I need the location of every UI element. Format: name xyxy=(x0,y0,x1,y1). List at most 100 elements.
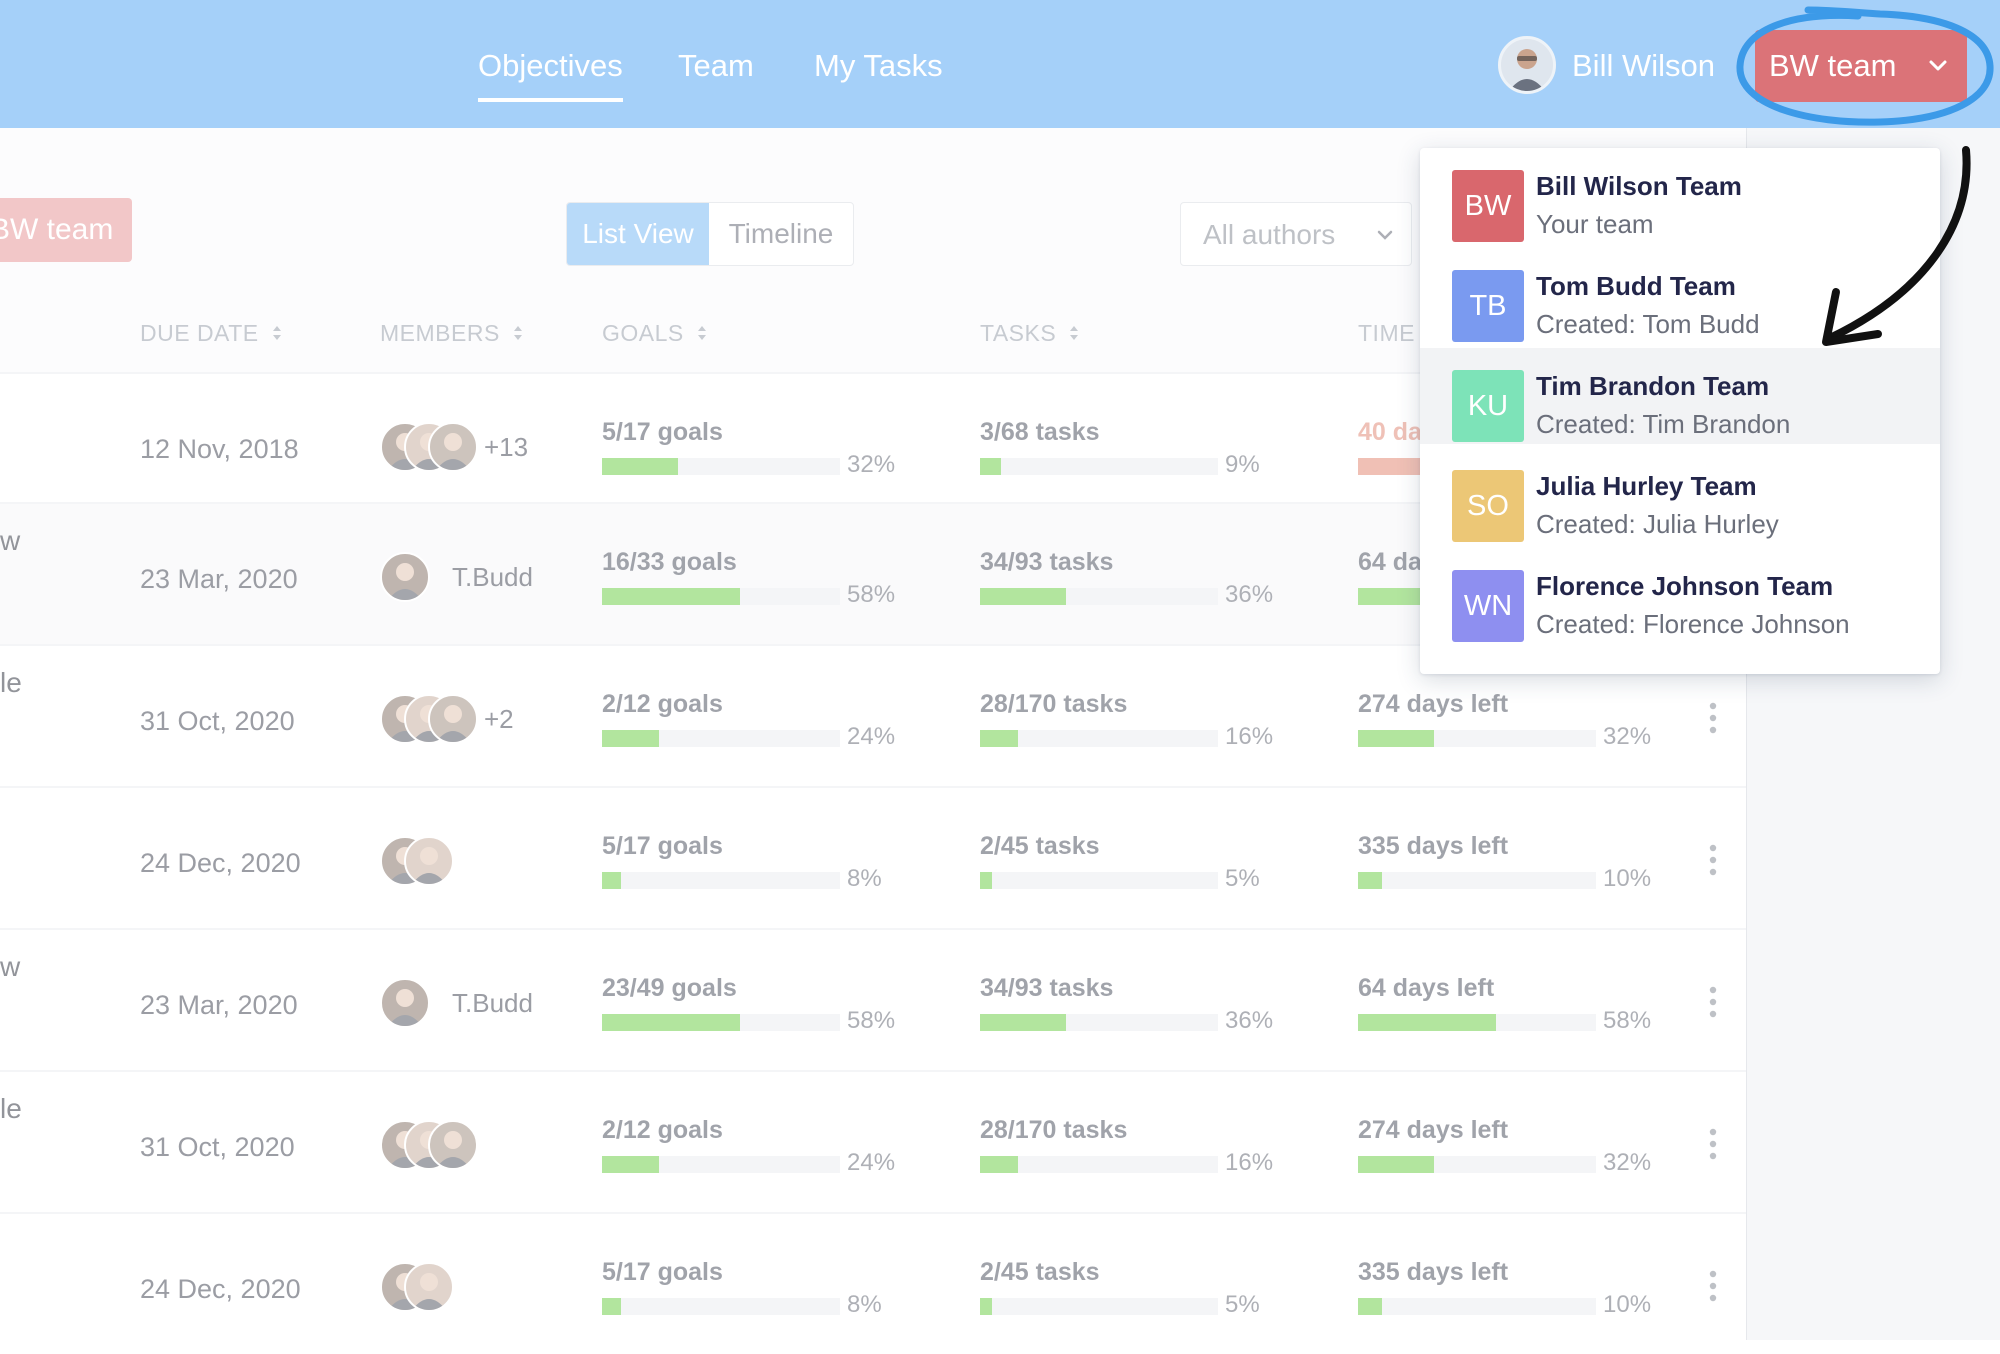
tasks-progress-percent: 5% xyxy=(1225,1291,1260,1318)
team-filter-pill[interactable]: BW team xyxy=(0,198,132,262)
timeline-view-button[interactable]: Timeline xyxy=(728,218,834,249)
column-header-label: MEMBERS xyxy=(380,320,500,346)
team-switcher-button[interactable]: BW team xyxy=(1755,30,1967,102)
progress-fill xyxy=(980,458,1002,475)
team-option[interactable]: TB Tom Budd Team Created: Tom Budd xyxy=(1420,248,1940,344)
progress-track xyxy=(602,458,840,475)
column-header-goals[interactable]: GOALS xyxy=(602,318,708,348)
table-row[interactable]: 24 Dec, 2020 5/17 goals 8% 2/45 tasks 5% 335 … xyxy=(0,1212,1746,1354)
person-photo-icon xyxy=(436,705,470,742)
goals-progress: 5/17 goals 8% xyxy=(602,1256,902,1326)
team-name: Florence Johnson Team xyxy=(1536,571,1834,601)
due-date: 12 Nov, 2018 xyxy=(140,434,299,464)
chevron-down-icon xyxy=(1377,230,1393,240)
progress-track xyxy=(980,872,1218,889)
column-header-tasks[interactable]: TASKS xyxy=(980,318,1080,348)
team-initials-badge: BW xyxy=(1452,170,1524,242)
vertical-dots-icon xyxy=(1709,1128,1717,1160)
vertical-dots-icon xyxy=(1709,702,1717,734)
tasks-progress-percent: 5% xyxy=(1225,865,1260,892)
goals-progress-percent: 24% xyxy=(847,723,896,750)
column-header-time[interactable]: TIME xyxy=(1358,318,1415,348)
progress-track xyxy=(602,1014,840,1031)
table-row[interactable]: 24 Dec, 2020 5/17 goals 8% 2/45 tasks 5% 335 … xyxy=(0,786,1746,928)
progress-track xyxy=(602,588,840,605)
team-option[interactable]: KU Tim Brandon Team Created: Tim Brandon xyxy=(1420,348,1940,444)
column-header-due-date[interactable]: DUE DATE xyxy=(140,318,283,348)
goals-progress-label: 5/17 goals xyxy=(602,418,723,446)
tasks-progress-label: 2/45 tasks xyxy=(980,832,1100,860)
progress-fill xyxy=(980,872,992,889)
person-photo-icon xyxy=(436,433,470,470)
row-menu-button[interactable] xyxy=(1704,1126,1722,1162)
tasks-progress-percent: 9% xyxy=(1225,451,1260,478)
progress-track xyxy=(980,588,1218,605)
progress-fill xyxy=(980,730,1019,747)
table-row[interactable]: w 23 Mar, 2020 T.Budd 23/49 goals 58% 34/93 t… xyxy=(0,928,1746,1070)
row-menu-button[interactable] xyxy=(1704,984,1722,1020)
team-option[interactable]: WN Florence Johnson Team Created: Florence… xyxy=(1420,548,1940,644)
list-view-button[interactable]: List View xyxy=(567,203,709,265)
due-date: 23 Mar, 2020 xyxy=(140,990,298,1020)
members-more-count: +13 xyxy=(484,432,529,462)
tasks-progress: 34/93 tasks 36% xyxy=(980,972,1280,1042)
tab-my-tasks[interactable]: My Tasks xyxy=(814,48,943,83)
tab-objectives[interactable]: Objectives xyxy=(478,46,623,102)
user-avatar[interactable] xyxy=(1498,36,1556,94)
view-toggle: List View Timeline xyxy=(566,202,854,266)
progress-fill xyxy=(1358,458,1435,475)
team-subtitle: Created: Florence Johnson xyxy=(1536,609,1850,639)
progress-fill xyxy=(602,1298,622,1315)
progress-fill xyxy=(980,1014,1066,1031)
progress-track xyxy=(1358,730,1596,747)
progress-track xyxy=(602,1298,840,1315)
time-progress: 64 days left 58% xyxy=(1358,972,1658,1042)
sort-icon xyxy=(1070,326,1079,340)
goals-progress: 5/17 goals 8% xyxy=(602,830,902,900)
time-progress-percent: 58% xyxy=(1603,1007,1652,1034)
top-navigation-bar: Objectives Team My Tasks Bill Wilson BW … xyxy=(0,0,2000,128)
user-name[interactable]: Bill Wilson xyxy=(1572,48,1715,83)
sort-icon xyxy=(697,326,706,340)
progress-track xyxy=(602,730,840,747)
team-initials-badge: WN xyxy=(1452,570,1524,642)
tasks-progress: 2/45 tasks 5% xyxy=(980,830,1280,900)
team-option[interactable]: SO Julia Hurley Team Created: Julia Hurley xyxy=(1420,448,1940,544)
members-more-count: T.Budd xyxy=(452,988,533,1018)
tab-team[interactable]: Team xyxy=(678,48,754,83)
progress-fill xyxy=(602,1156,660,1173)
time-progress-label: 64 days left xyxy=(1358,974,1495,1002)
progress-fill xyxy=(1358,1156,1435,1173)
team-subtitle: Your team xyxy=(1536,209,1654,239)
row-menu-button[interactable] xyxy=(1704,1268,1722,1304)
column-header-members[interactable]: MEMBERS xyxy=(380,318,524,348)
goals-progress-percent: 58% xyxy=(847,1007,896,1034)
sort-icon xyxy=(272,326,281,340)
column-header-label: GOALS xyxy=(602,320,684,346)
time-progress-percent: 32% xyxy=(1603,1149,1652,1176)
column-header-label: TASKS xyxy=(980,320,1057,346)
progress-fill xyxy=(602,458,679,475)
row-menu-button[interactable] xyxy=(1704,700,1722,736)
table-row[interactable]: le 31 Oct, 2020 2/12 goals 24% 28/170 tasks 1… xyxy=(0,1070,1746,1212)
table-row[interactable]: le 31 Oct, 2020 +2 2/12 goals 24% 28/170 task… xyxy=(0,644,1746,786)
team-initials-badge: TB xyxy=(1452,270,1524,342)
avatar xyxy=(428,422,478,472)
goals-progress: 23/49 goals 58% xyxy=(602,972,902,1042)
person-photo-icon xyxy=(412,1273,446,1310)
progress-track xyxy=(1358,872,1596,889)
team-subtitle: Created: Tim Brandon xyxy=(1536,409,1791,439)
tasks-progress-label: 2/45 tasks xyxy=(980,1258,1100,1286)
column-header-label: TIME xyxy=(1358,320,1415,346)
column-header-label: DUE DATE xyxy=(140,320,259,346)
authors-select[interactable]: All authors xyxy=(1180,202,1412,266)
row-menu-button[interactable] xyxy=(1704,842,1722,878)
progress-track xyxy=(980,1298,1218,1315)
team-option[interactable]: BW Bill Wilson Team Your team xyxy=(1420,148,1940,244)
goals-progress-percent: 58% xyxy=(847,581,896,608)
progress-fill xyxy=(1358,1014,1497,1031)
time-progress-percent: 10% xyxy=(1603,1291,1652,1318)
team-subtitle: Created: Julia Hurley xyxy=(1536,509,1779,539)
team-name: Bill Wilson Team xyxy=(1536,171,1742,201)
tasks-progress-label: 34/93 tasks xyxy=(980,548,1114,576)
